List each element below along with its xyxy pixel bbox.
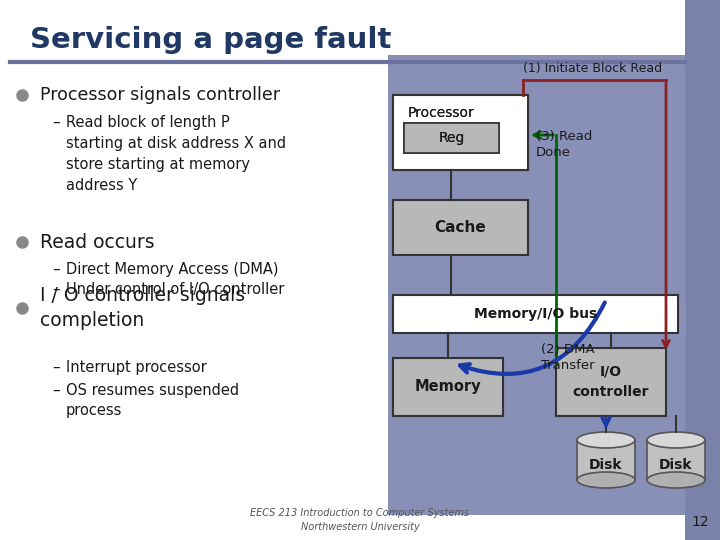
Text: (1) Initiate Block Read: (1) Initiate Block Read (523, 62, 662, 75)
Text: Processor: Processor (408, 106, 474, 120)
Text: (3) Read
Done: (3) Read Done (536, 130, 593, 159)
Bar (647, 440, 705, 480)
Text: Disk: Disk (589, 458, 623, 472)
Bar (404, 123, 499, 153)
Text: Memory: Memory (415, 380, 481, 395)
Text: 12: 12 (691, 515, 708, 529)
Text: Disk: Disk (660, 458, 693, 472)
Text: Reg: Reg (438, 131, 464, 145)
Bar (401, 366, 511, 424)
Bar (577, 440, 635, 480)
Text: Processor signals controller: Processor signals controller (40, 86, 280, 104)
Text: Cache: Cache (435, 220, 487, 235)
Ellipse shape (577, 472, 635, 488)
Text: I / O controller signals
completion: I / O controller signals completion (40, 286, 245, 330)
Bar (685, 0, 720, 540)
Text: –: – (52, 360, 60, 375)
Text: –: – (52, 262, 60, 277)
Bar (388, 55, 695, 515)
Bar (393, 200, 528, 255)
Text: –: – (52, 383, 60, 398)
Bar (401, 208, 536, 263)
Bar (401, 303, 686, 341)
Bar (393, 95, 528, 170)
Bar (388, 55, 695, 515)
Text: Interrupt processor: Interrupt processor (66, 360, 207, 375)
Bar (393, 295, 678, 333)
Bar (564, 356, 674, 424)
Text: Reg: Reg (438, 131, 464, 145)
Ellipse shape (647, 472, 705, 488)
Bar (393, 358, 503, 416)
Text: Memory/I/O bus: Memory/I/O bus (474, 307, 597, 321)
Text: Processor: Processor (408, 106, 474, 120)
Text: OS resumes suspended
process: OS resumes suspended process (66, 383, 239, 418)
Text: (2) DMA
Transfer: (2) DMA Transfer (541, 343, 595, 372)
Text: –: – (52, 115, 60, 130)
Ellipse shape (647, 432, 705, 448)
Text: EECS 213 Introduction to Computer Systems
Northwestern University: EECS 213 Introduction to Computer System… (251, 508, 469, 531)
Text: controller: controller (572, 385, 649, 399)
Text: Servicing a page fault: Servicing a page fault (30, 26, 392, 54)
Text: Direct Memory Access (DMA): Direct Memory Access (DMA) (66, 262, 279, 277)
Bar (401, 103, 536, 178)
Bar (404, 123, 499, 153)
Bar (556, 348, 666, 416)
Text: Under control of I/O controller: Under control of I/O controller (66, 282, 284, 297)
Text: –: – (52, 282, 60, 297)
Text: I/O: I/O (600, 365, 622, 379)
Text: Read occurs: Read occurs (40, 233, 155, 252)
Bar (393, 95, 528, 170)
Text: Read block of length P
starting at disk address X and
store starting at memory
a: Read block of length P starting at disk … (66, 115, 286, 193)
Ellipse shape (577, 432, 635, 448)
